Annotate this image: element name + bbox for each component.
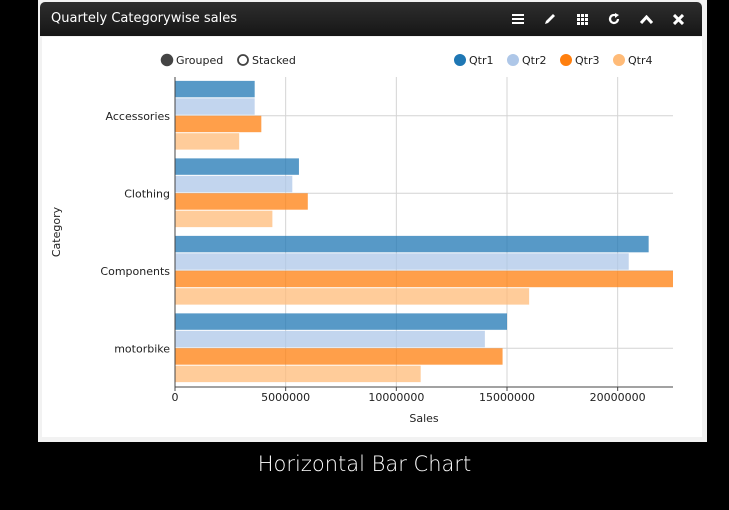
bar-qtr4[interactable] bbox=[175, 288, 530, 305]
grouped-label: Grouped bbox=[176, 54, 223, 67]
legend-item-qtr4[interactable]: Qtr4 bbox=[613, 54, 653, 67]
bar-qtr3[interactable] bbox=[175, 348, 503, 365]
category-label: Components bbox=[100, 265, 170, 278]
legend-label: Qtr3 bbox=[575, 54, 600, 67]
legend-label: Qtr4 bbox=[628, 54, 653, 67]
bar-qtr3[interactable] bbox=[175, 193, 308, 210]
legend-item-qtr2[interactable]: Qtr2 bbox=[507, 54, 547, 67]
refresh-icon[interactable] bbox=[598, 2, 630, 36]
legend-label: Qtr2 bbox=[522, 54, 547, 67]
grouped-control[interactable]: Grouped bbox=[160, 53, 224, 67]
panel-titlebar: Quartely Categorywise sales bbox=[40, 2, 702, 36]
grouped-radio[interactable] bbox=[160, 53, 174, 67]
collapse-icon[interactable] bbox=[630, 2, 662, 36]
bars bbox=[175, 80, 673, 383]
category-label: Accessories bbox=[106, 110, 171, 123]
bar-qtr4[interactable] bbox=[175, 365, 421, 383]
bar-qtr2[interactable] bbox=[175, 175, 293, 193]
y-axis-title: Category bbox=[50, 206, 63, 257]
bar-qtr2[interactable] bbox=[175, 253, 629, 270]
axes: 0 5000000 10000000 15000000 20000000 Accessor… bbox=[100, 77, 673, 404]
bar-qtr4[interactable] bbox=[175, 210, 273, 228]
category-label: Clothing bbox=[124, 187, 170, 200]
legend-label: Qtr1 bbox=[469, 54, 494, 67]
stacked-radio[interactable] bbox=[237, 54, 249, 66]
menu-icon[interactable] bbox=[502, 2, 534, 36]
pencil-icon[interactable] bbox=[534, 2, 566, 36]
legend-swatch[interactable] bbox=[454, 54, 466, 66]
x-tick-label: 15000000 bbox=[479, 391, 535, 404]
x-axis-title: Sales bbox=[409, 412, 439, 425]
legend: Qtr1 Qtr2 Qtr3 Qtr4 bbox=[454, 54, 653, 67]
figure-caption: Horizontal Bar Chart bbox=[257, 452, 472, 476]
bar-qtr1[interactable] bbox=[175, 158, 299, 175]
bar-qtr3[interactable] bbox=[175, 270, 673, 288]
legend-item-qtr3[interactable]: Qtr3 bbox=[560, 54, 600, 67]
bar-qtr4[interactable] bbox=[175, 133, 240, 150]
close-icon[interactable] bbox=[662, 2, 694, 36]
bar-chart: Grouped Stacked Qtr1 Qtr2 Qtr3 Qtr4 0 500000… bbox=[50, 53, 673, 425]
x-tick-label: 20000000 bbox=[590, 391, 646, 404]
legend-swatch[interactable] bbox=[613, 54, 625, 66]
legend-swatch[interactable] bbox=[507, 54, 519, 66]
stacked-label: Stacked bbox=[252, 54, 296, 67]
bar-qtr1[interactable] bbox=[175, 235, 649, 253]
bar-qtr2[interactable] bbox=[175, 330, 485, 348]
chart-area: Grouped Stacked Qtr1 Qtr2 Qtr3 Qtr4 0 500000… bbox=[42, 37, 702, 437]
legend-swatch[interactable] bbox=[560, 54, 572, 66]
category-label: motorbike bbox=[114, 342, 170, 355]
bar-qtr2[interactable] bbox=[175, 98, 255, 115]
x-tick-label: 10000000 bbox=[368, 391, 424, 404]
legend-item-qtr1[interactable]: Qtr1 bbox=[454, 54, 494, 67]
bar-qtr1[interactable] bbox=[175, 313, 507, 330]
grid-icon[interactable] bbox=[566, 2, 598, 36]
panel-toolbar bbox=[502, 2, 694, 36]
x-tick-label: 0 bbox=[172, 391, 179, 404]
bar-qtr1[interactable] bbox=[175, 80, 255, 98]
panel-title: Quartely Categorywise sales bbox=[51, 11, 237, 26]
bar-qtr3[interactable] bbox=[175, 115, 262, 133]
stacked-control[interactable]: Stacked bbox=[237, 54, 296, 67]
x-tick-label: 5000000 bbox=[261, 391, 310, 404]
